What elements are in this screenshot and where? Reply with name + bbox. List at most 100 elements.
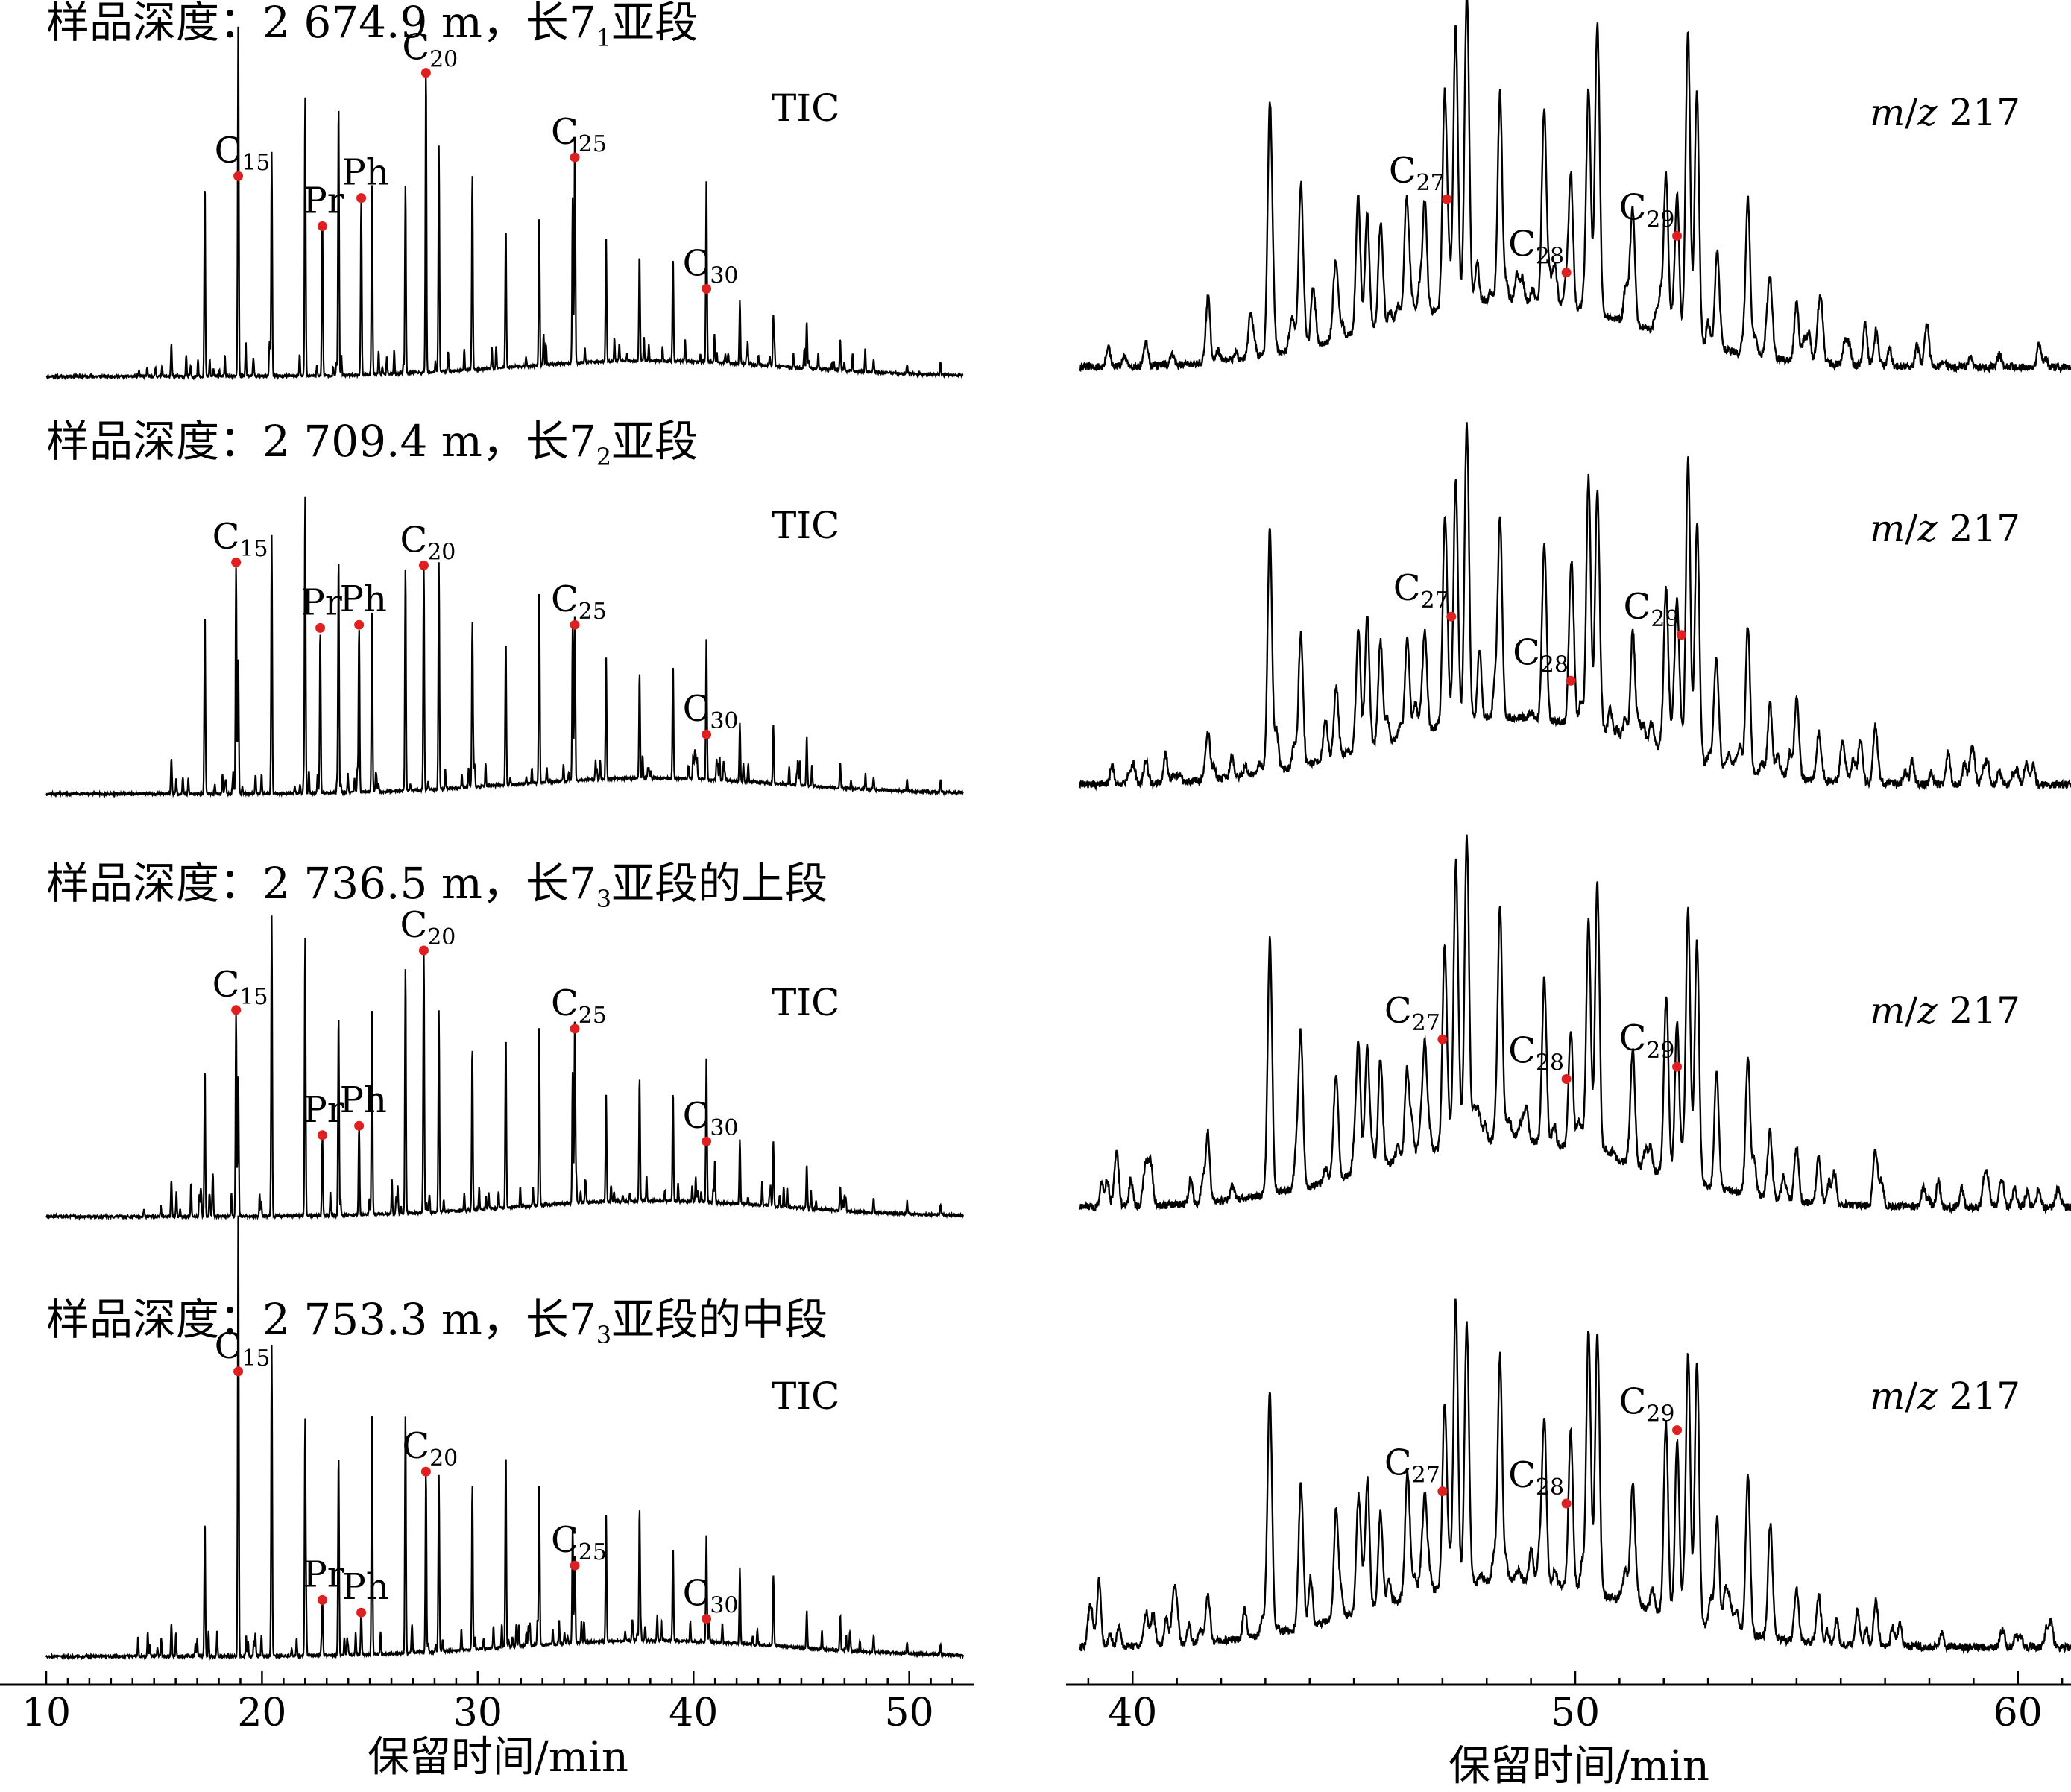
peak-marker — [1437, 1486, 1448, 1497]
title-rest: 亚段的上段 — [611, 858, 828, 909]
peak-label-sub: 15 — [239, 984, 268, 1010]
peak-label: C28 — [1513, 631, 1569, 678]
peak-label-main: Ph — [342, 1566, 389, 1608]
peak-label-sub: 29 — [1651, 606, 1679, 632]
mz-label-slash: / — [1905, 989, 1917, 1032]
tick-label: 60 — [1993, 1691, 2043, 1735]
tick-label: 50 — [1551, 1691, 1600, 1735]
peak-marker — [418, 945, 429, 956]
peak-label-sub: 28 — [1536, 1050, 1564, 1076]
mz-label-num: 217 — [1938, 1375, 2020, 1418]
tic-trace — [45, 1215, 965, 1661]
peak-label: C20 — [402, 1425, 458, 1471]
peak-label: C30 — [683, 1573, 739, 1619]
peak-marker — [1561, 268, 1572, 278]
peak-label: Ph — [340, 578, 387, 620]
mz-label: m/z 217 — [1870, 1375, 2020, 1418]
tic-trace — [45, 915, 965, 1221]
peak-label-sub: 15 — [242, 150, 270, 176]
title-rest: 亚段的中段 — [611, 1294, 828, 1345]
title-subscript: 3 — [596, 1321, 611, 1349]
peak-marker — [702, 1614, 712, 1624]
peak-marker — [233, 1366, 244, 1377]
tick-label: 40 — [1108, 1691, 1157, 1735]
title-main: 样品深度：2 736.5 m，长7 — [46, 858, 596, 909]
peak-label: C29 — [1619, 1381, 1675, 1427]
peak-marker — [1446, 611, 1457, 622]
peak-label-main: C — [1508, 224, 1536, 265]
peak-label-sub: 28 — [1536, 244, 1564, 270]
tic-label: TIC — [772, 86, 839, 130]
mz-label-slash: / — [1905, 1375, 1917, 1418]
title-main: 样品深度：2 753.3 m，长7 — [46, 1294, 596, 1345]
peak-label-main: C — [400, 519, 427, 561]
left-x-axis: 10 20 30 40 50 保留时间/min — [0, 1671, 974, 1782]
peak-marker — [418, 560, 429, 570]
peak-label-main: C — [212, 964, 240, 1006]
peak-marker — [231, 557, 242, 567]
peak-label-sub: 29 — [1646, 206, 1674, 233]
peak-marker — [315, 622, 326, 633]
panel-title: 样品深度：2 753.3 m，长73亚段的中段 — [46, 1294, 828, 1349]
peak-label-sub: 20 — [429, 1445, 458, 1471]
peak-label: C27 — [1389, 150, 1445, 196]
peak-marker — [233, 171, 244, 181]
mz-label-num: 217 — [1938, 507, 2020, 550]
peak-label: C15 — [212, 516, 268, 562]
peak-label-main: C — [551, 111, 579, 153]
tick-label: 20 — [237, 1691, 286, 1735]
peak-label: C15 — [215, 130, 271, 176]
panel-1: 样品深度：2 674.9 m，长71亚段TICC15PrPhC20C25C30m… — [45, 0, 2071, 381]
peak-label: Ph — [342, 152, 389, 194]
mz-label: m/z 217 — [1870, 91, 2020, 134]
peak-label-main: C — [1513, 631, 1540, 673]
peak-label: C30 — [683, 688, 739, 734]
left-x-axis-label: 保留时间/min — [368, 1733, 628, 1782]
peak-label: Pr — [303, 180, 344, 221]
peak-label-sub: 27 — [1412, 1463, 1440, 1489]
mz-label-slash: / — [1905, 507, 1917, 550]
peak-marker — [570, 1023, 580, 1034]
peak-label-sub: 25 — [579, 1539, 607, 1565]
peak-marker — [1672, 1425, 1683, 1436]
peak-label-sub: 25 — [579, 1003, 607, 1029]
panel-2: 样品深度：2 709.4 m，长72亚段TICC15PrPhC20C25C30m… — [45, 416, 2071, 798]
peak-label-sub: 15 — [239, 536, 268, 562]
title-subscript: 3 — [596, 885, 611, 913]
right-x-axis: 40 50 60 保留时间/min — [1066, 1671, 2071, 1791]
mz-label-m: m — [1870, 1375, 1905, 1418]
peak-label-main: C — [551, 578, 579, 620]
peak-marker — [356, 1607, 367, 1618]
peak-label-main: C — [215, 1325, 242, 1367]
peak-label-main: Pr — [301, 581, 342, 623]
peak-label-main: C — [683, 1095, 710, 1137]
mz-label-slash: / — [1905, 91, 1917, 134]
peak-label: C29 — [1619, 186, 1675, 233]
peak-label-sub: 30 — [710, 1115, 738, 1141]
tic-trace — [45, 496, 964, 798]
peak-marker — [570, 152, 580, 163]
peak-label: C20 — [400, 519, 456, 565]
tic-label: TIC — [772, 1375, 839, 1418]
peak-label-sub: 30 — [710, 708, 738, 734]
peak-marker — [420, 1466, 431, 1477]
peak-label-sub: 27 — [1420, 587, 1449, 613]
peak-label-main: C — [551, 982, 579, 1024]
peak-label-main: C — [1619, 186, 1647, 228]
peak-label-main: Ph — [340, 1079, 387, 1121]
mz-label: m/z 217 — [1870, 989, 2020, 1032]
peak-label-main: C — [1384, 1442, 1412, 1484]
peak-label-main: C — [1508, 1454, 1536, 1496]
mz-label-z: z — [1917, 989, 1938, 1032]
peak-label-sub: 28 — [1536, 1474, 1564, 1501]
peak-marker — [420, 68, 431, 78]
panel-title: 样品深度：2 709.4 m，长72亚段 — [46, 416, 698, 471]
peak-marker — [317, 1594, 327, 1605]
peak-label-sub: 15 — [242, 1345, 270, 1372]
panels-layer: 样品深度：2 674.9 m，长71亚段TICC15PrPhC20C25C30m… — [45, 0, 2071, 1661]
peak-marker — [702, 729, 712, 739]
panel-4: 样品深度：2 753.3 m，长73亚段的中段TICC15PrPhC20C25C… — [45, 1215, 2071, 1661]
peak-marker — [354, 619, 365, 630]
peak-label-sub: 29 — [1646, 1038, 1674, 1064]
peak-label-sub: 30 — [710, 1593, 738, 1619]
